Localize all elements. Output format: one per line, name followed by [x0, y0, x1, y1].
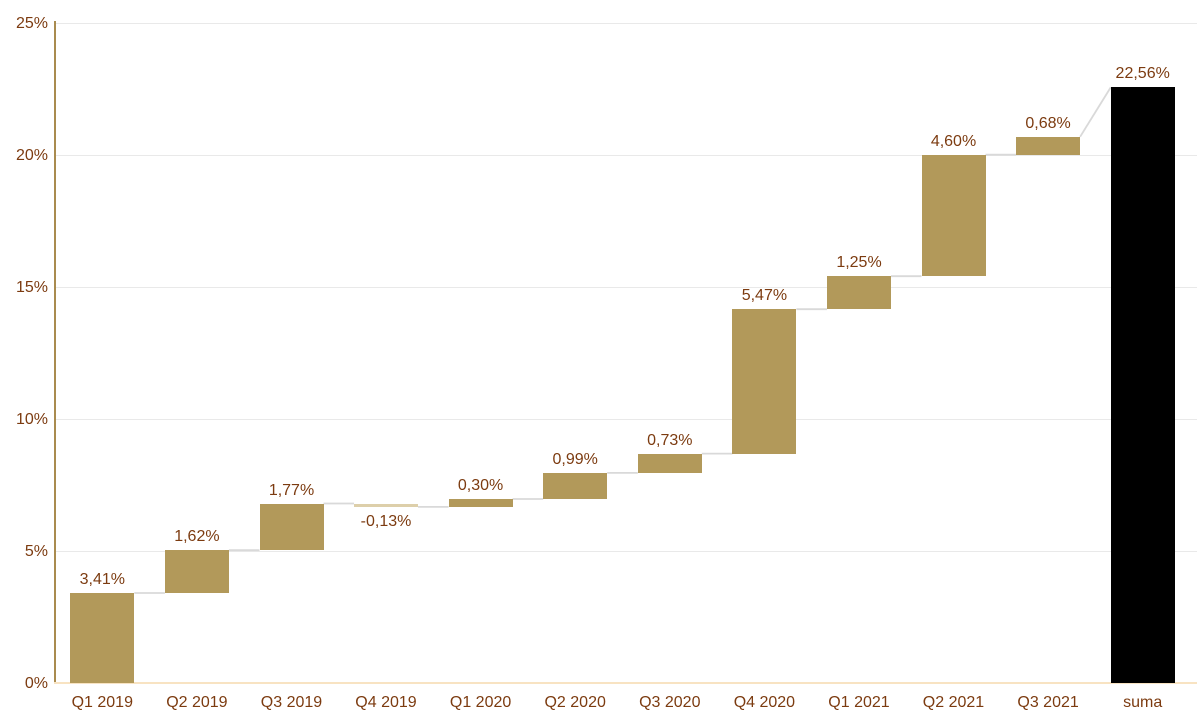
value-label-q3-2020: 0,73% — [647, 431, 693, 449]
x-axis-label-suma: suma — [1123, 694, 1163, 711]
y-axis-tick-label-10: 10% — [15, 410, 48, 428]
x-axis-line — [54, 682, 1197, 684]
x-axis-label-q1-2019: Q1 2019 — [71, 694, 133, 711]
x-axis-label-q1-2020: Q1 2020 — [449, 694, 512, 711]
value-label-q1-2020: 0,30% — [457, 477, 504, 494]
x-axis-label-q4-2019: Q4 2019 — [355, 694, 417, 711]
gridline-20 — [55, 154, 1197, 156]
x-axis-label-q1-2021: Q1 2021 — [828, 694, 890, 711]
gridline-25 — [55, 22, 1197, 24]
value-label-q4-2020: 5,47% — [741, 287, 788, 305]
gridline-10 — [55, 418, 1197, 420]
bar-q4-2019 — [354, 503, 418, 507]
value-label-q1-2021: 1,25% — [836, 254, 882, 272]
x-axis-label-q2-2019: Q2 2019 — [166, 694, 228, 711]
x-axis-label-q3-2019: Q3 2019 — [260, 694, 323, 711]
y-axis-tick-label-5: 5% — [24, 542, 48, 560]
y-axis-tick-label-25: 25% — [15, 14, 48, 32]
bar-q2-2019 — [164, 550, 229, 593]
x-axis-label-q3-2021: Q3 2021 — [1017, 694, 1079, 711]
value-label-q2-2019: 1,62% — [174, 528, 220, 546]
y-axis-tick-label-20: 20% — [15, 146, 48, 164]
gridline-15 — [55, 286, 1197, 288]
bar-q1-2021 — [827, 276, 891, 310]
value-label-q2-2020: 0,99% — [552, 450, 598, 468]
bar-q1-2019 — [70, 593, 135, 683]
x-axis-label-q2-2020: Q2 2020 — [544, 694, 606, 711]
bar-q2-2021 — [921, 154, 986, 277]
y-axis-tick-label-0: 0% — [24, 674, 48, 692]
y-axis-tick-label-15: 15% — [15, 278, 48, 296]
bar-q3-2021 — [1016, 136, 1081, 155]
bar-q3-2019 — [259, 503, 324, 551]
x-axis-label-q4-2020: Q4 2020 — [733, 694, 796, 711]
value-label-q3-2019: 1,77% — [268, 481, 315, 499]
value-label-q3-2021: 0,68% — [1025, 114, 1071, 132]
gridline-5 — [55, 550, 1197, 552]
value-label-q2-2021: 4,60% — [930, 132, 977, 150]
value-label-q1-2019: 3,41% — [79, 571, 125, 588]
value-label-suma: 22,56% — [1115, 65, 1170, 83]
y-axis-line — [54, 21, 56, 682]
bar-q1-2020 — [448, 499, 513, 507]
connector-line — [1079, 86, 1112, 138]
value-label-q4-2019: -0,13% — [360, 512, 412, 530]
bar-suma — [1110, 87, 1175, 683]
bar-q2-2020 — [543, 472, 608, 499]
x-axis-label-q2-2021: Q2 2021 — [922, 694, 985, 711]
bar-q3-2020 — [637, 453, 702, 473]
x-axis-label-q3-2020: Q3 2020 — [639, 694, 701, 711]
bar-q4-2020 — [732, 309, 797, 454]
